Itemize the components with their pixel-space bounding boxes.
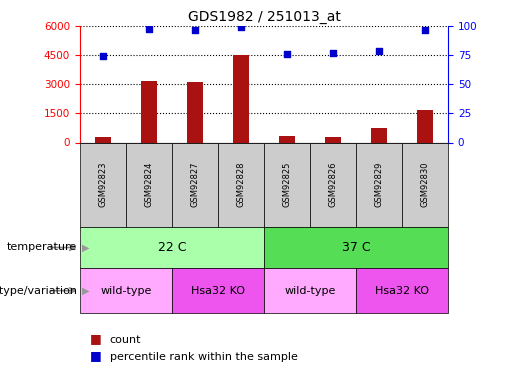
Text: GSM92828: GSM92828 [236, 162, 246, 207]
Bar [126, 142, 172, 227]
Text: GSM92826: GSM92826 [329, 162, 337, 207]
Bar [356, 142, 402, 227]
Text: GSM92829: GSM92829 [374, 162, 384, 207]
Title: GDS1982 / 251013_at: GDS1982 / 251013_at [187, 10, 340, 24]
Text: 37 C: 37 C [341, 241, 370, 254]
Text: Hsa32 KO: Hsa32 KO [375, 286, 429, 296]
Bar [218, 142, 264, 227]
Text: GSM92827: GSM92827 [191, 162, 199, 207]
Bar [325, 137, 341, 142]
Text: GSM92830: GSM92830 [421, 162, 430, 207]
Text: GSM92825: GSM92825 [282, 162, 291, 207]
Bar [172, 142, 218, 227]
Bar [80, 142, 126, 227]
Bar [80, 227, 264, 268]
Bar [233, 56, 249, 142]
Text: percentile rank within the sample: percentile rank within the sample [110, 352, 298, 362]
Text: genotype/variation: genotype/variation [0, 286, 77, 296]
Point [283, 51, 291, 57]
Bar [310, 142, 356, 227]
Point [421, 27, 429, 33]
Bar [264, 268, 356, 313]
Text: Hsa32 KO: Hsa32 KO [191, 286, 245, 296]
Bar [187, 82, 203, 142]
Bar [279, 136, 295, 142]
Text: wild-type: wild-type [100, 286, 151, 296]
Bar [356, 268, 448, 313]
Bar [264, 227, 448, 268]
Bar [80, 268, 172, 313]
Text: wild-type: wild-type [284, 286, 336, 296]
Point [191, 27, 199, 33]
Text: 22 C: 22 C [158, 241, 186, 254]
Point [237, 24, 245, 30]
Point [99, 54, 107, 60]
Text: count: count [110, 335, 141, 345]
Bar [417, 110, 433, 142]
Bar [264, 142, 310, 227]
Text: GSM92824: GSM92824 [144, 162, 153, 207]
Point [329, 50, 337, 56]
Bar [371, 128, 387, 142]
Bar [402, 142, 448, 227]
Bar [172, 268, 264, 313]
Point [375, 48, 383, 54]
Text: ▶: ▶ [82, 286, 90, 296]
Bar [141, 81, 157, 142]
Point [145, 26, 153, 32]
Text: ■: ■ [90, 349, 102, 362]
Bar [95, 137, 111, 142]
Text: ▶: ▶ [82, 243, 90, 252]
Text: ■: ■ [90, 332, 102, 345]
Text: temperature: temperature [7, 243, 77, 252]
Text: GSM92823: GSM92823 [98, 162, 107, 207]
